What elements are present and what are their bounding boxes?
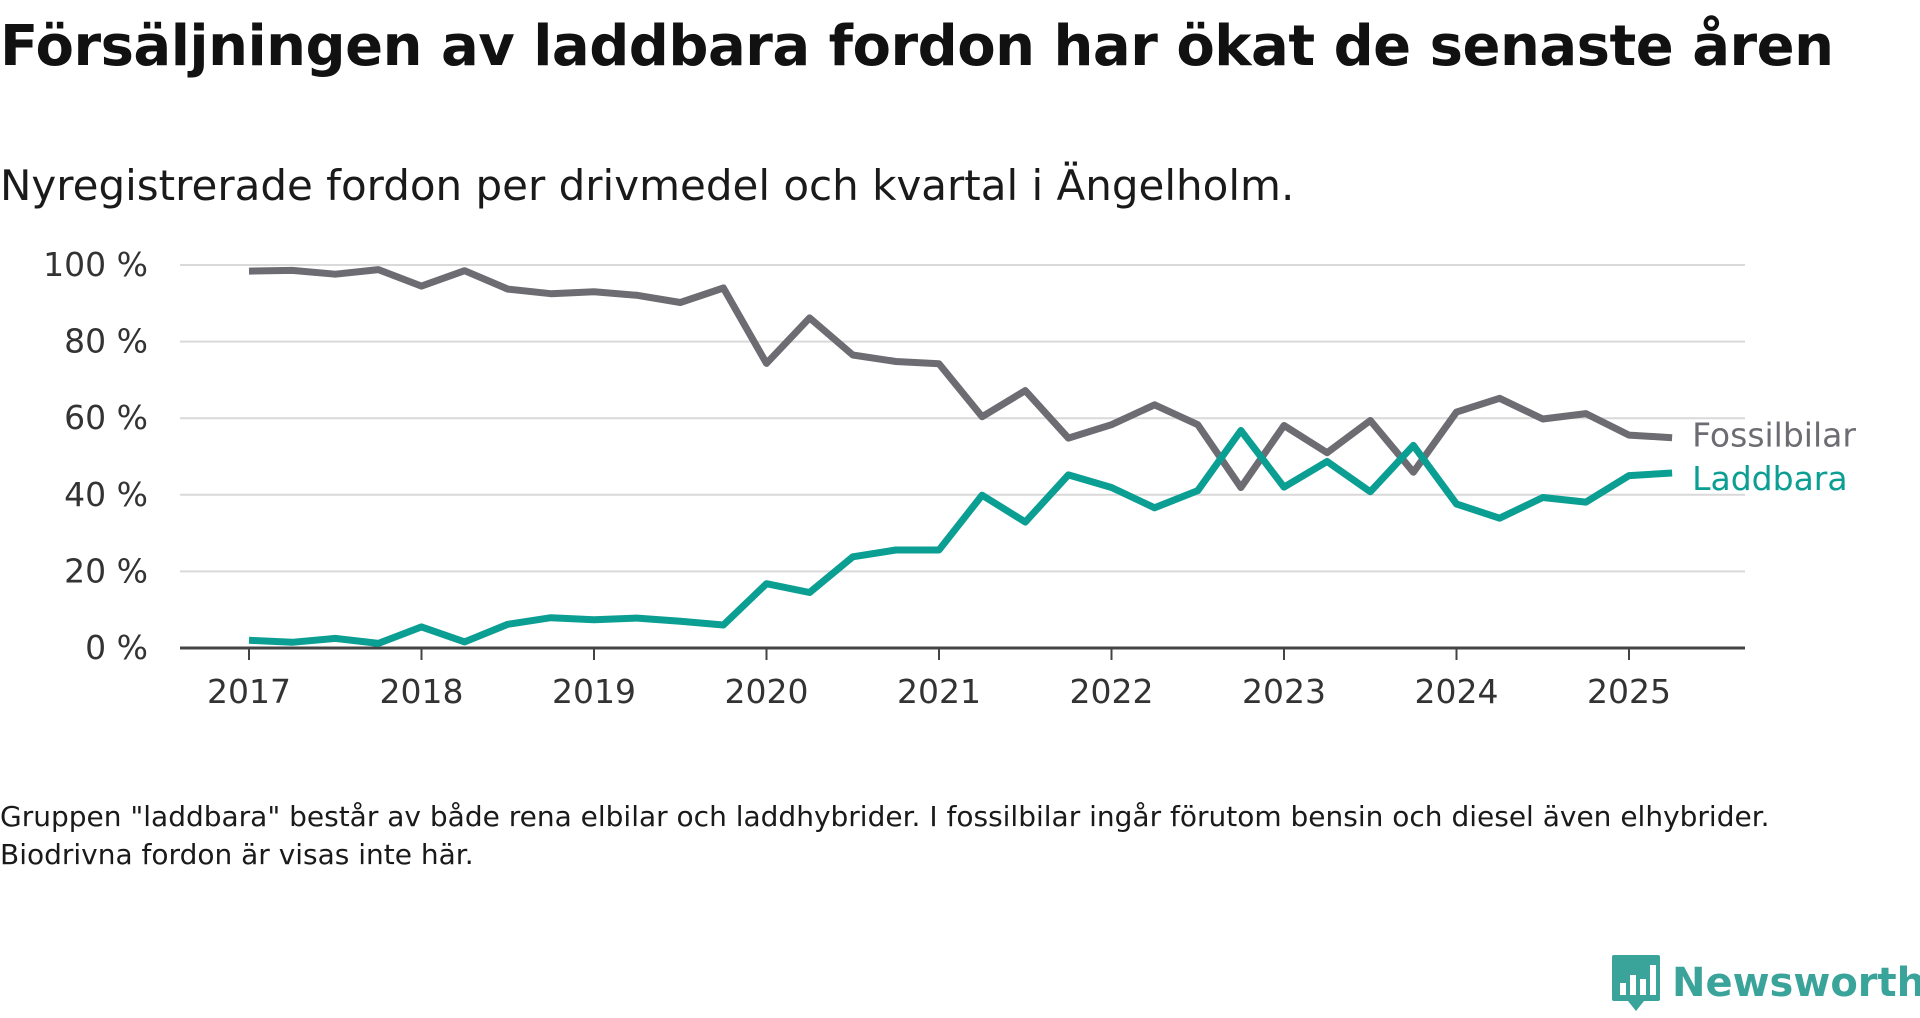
x-tick-label: 2019 <box>552 672 636 711</box>
x-tick-label: 2017 <box>207 672 291 711</box>
series-label-fossilbilar: Fossilbilar <box>1692 416 1856 455</box>
x-tick-label: 2020 <box>725 672 809 711</box>
x-axis-ticks <box>248 648 1630 660</box>
series-lines <box>248 266 1673 647</box>
x-tick-label: 2025 <box>1587 672 1671 711</box>
series-labels: Fossilbilar Laddbara <box>1692 416 1856 498</box>
y-tick-label: 40 % <box>64 475 148 514</box>
y-tick-label: 0 % <box>85 628 148 667</box>
bar-chart-icon <box>1612 955 1660 1011</box>
x-tick-label: 2024 <box>1415 672 1499 711</box>
x-tick-label: 2018 <box>380 672 464 711</box>
series-label-laddbara: Laddbara <box>1692 459 1847 498</box>
x-axis-labels: 2017 2018 2019 2020 2021 2022 2023 2024 2025 <box>207 672 1671 711</box>
series-line-laddbara <box>248 427 1673 647</box>
y-tick-label: 80 % <box>64 322 148 361</box>
x-tick-label: 2022 <box>1070 672 1154 711</box>
series-line-fossilbilar <box>248 266 1673 491</box>
y-tick-label: 100 % <box>43 245 148 284</box>
brand-name: Newsworthy <box>1672 960 1920 1006</box>
footnote: Gruppen "laddbara" består av både rena e… <box>0 800 1770 871</box>
line-chart: 0 % 20 % 40 % 60 % 80 % 100 % 2017 2018 2019 202… <box>43 245 1856 711</box>
y-axis-labels: 0 % 20 % 40 % 60 % 80 % 100 % <box>43 245 148 667</box>
x-tick-label: 2023 <box>1242 672 1326 711</box>
chart-subtitle: Nyregistrerade fordon per drivmedel och … <box>0 161 1295 210</box>
chart-title: Försäljningen av laddbara fordon har öka… <box>0 14 1834 79</box>
grid-lines <box>180 264 1745 573</box>
y-tick-label: 60 % <box>64 398 148 437</box>
y-tick-label: 20 % <box>64 551 148 590</box>
x-tick-label: 2021 <box>897 672 981 711</box>
brand-logo[interactable]: Newsworthy <box>1610 948 1920 1018</box>
